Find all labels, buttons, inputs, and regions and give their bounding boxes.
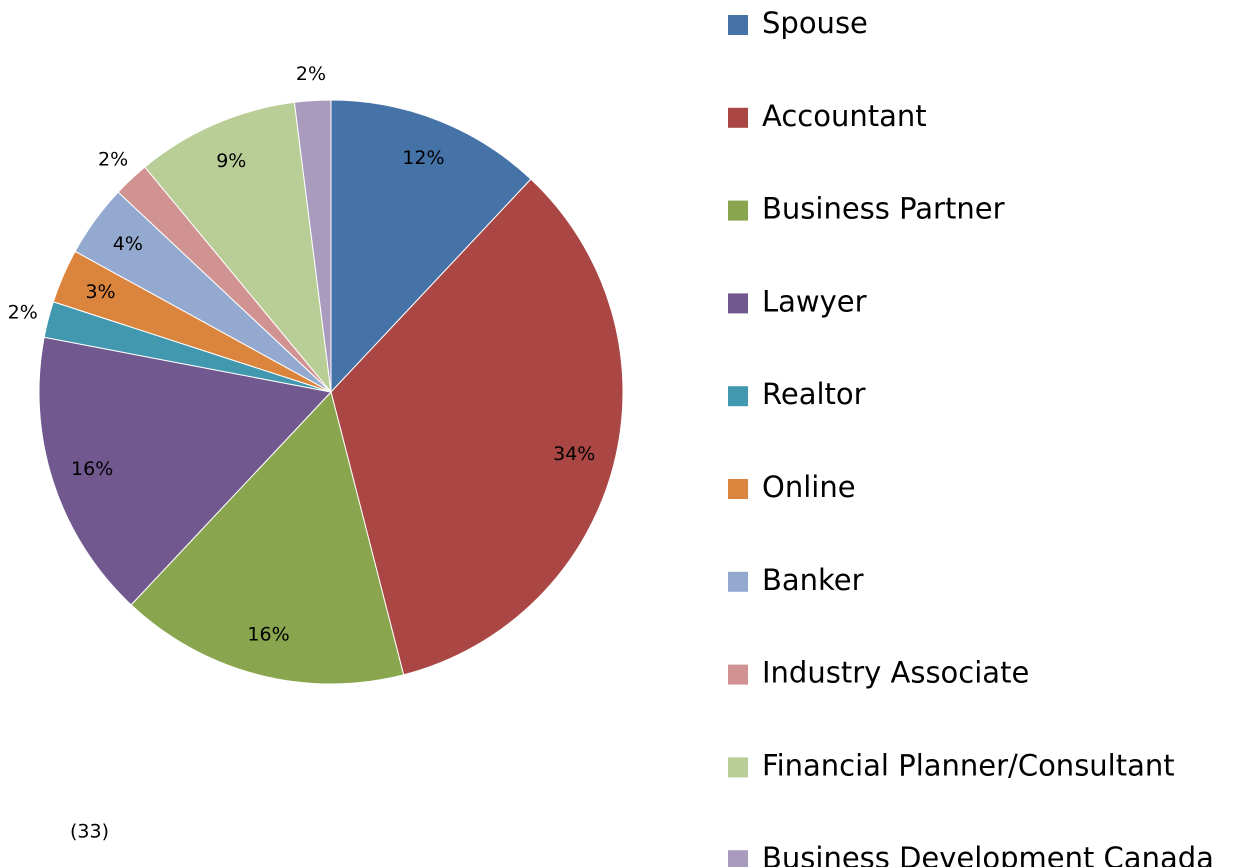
legend-label: Accountant	[762, 99, 927, 133]
legend-swatch	[728, 15, 748, 35]
legend-label: Lawyer	[762, 284, 867, 318]
legend-swatch	[728, 386, 748, 407]
data-label: 34%	[553, 443, 595, 465]
data-label: 2%	[98, 148, 128, 170]
pie-slice	[144, 101, 332, 394]
data-label: 12%	[402, 147, 444, 169]
pie-slice	[38, 336, 332, 606]
legend-label: Business Partner	[762, 192, 1005, 226]
legend-label: Online	[762, 470, 856, 504]
legend-swatch	[728, 200, 748, 221]
legend-swatch	[728, 571, 748, 592]
legend-swatch	[728, 293, 748, 314]
data-label: 9%	[216, 150, 246, 172]
legend-swatch	[728, 664, 748, 685]
pie-slice	[330, 99, 532, 394]
data-label: 16%	[247, 624, 289, 646]
legend-label: Financial Planner/Consultant	[762, 748, 1175, 782]
legend-label: Business Development Canada	[762, 841, 1214, 867]
pie-slice	[130, 390, 405, 685]
legend-label: Banker	[762, 563, 864, 597]
pie-slice	[330, 178, 624, 676]
pie-slice	[293, 99, 332, 393]
legend-swatch	[728, 757, 748, 778]
data-label: 4%	[113, 233, 143, 255]
data-label: 16%	[71, 458, 113, 480]
annotation: (33)	[70, 821, 109, 843]
data-label: 2%	[296, 63, 326, 85]
legend-label: Realtor	[762, 377, 866, 411]
legend-label: Industry Associate	[762, 656, 1029, 690]
data-label: 3%	[85, 281, 115, 303]
data-label: 2%	[8, 301, 38, 323]
legend-swatch	[728, 107, 748, 128]
legend-swatch	[728, 479, 748, 499]
legend-label: Spouse	[762, 6, 868, 40]
legend-swatch	[728, 850, 748, 867]
